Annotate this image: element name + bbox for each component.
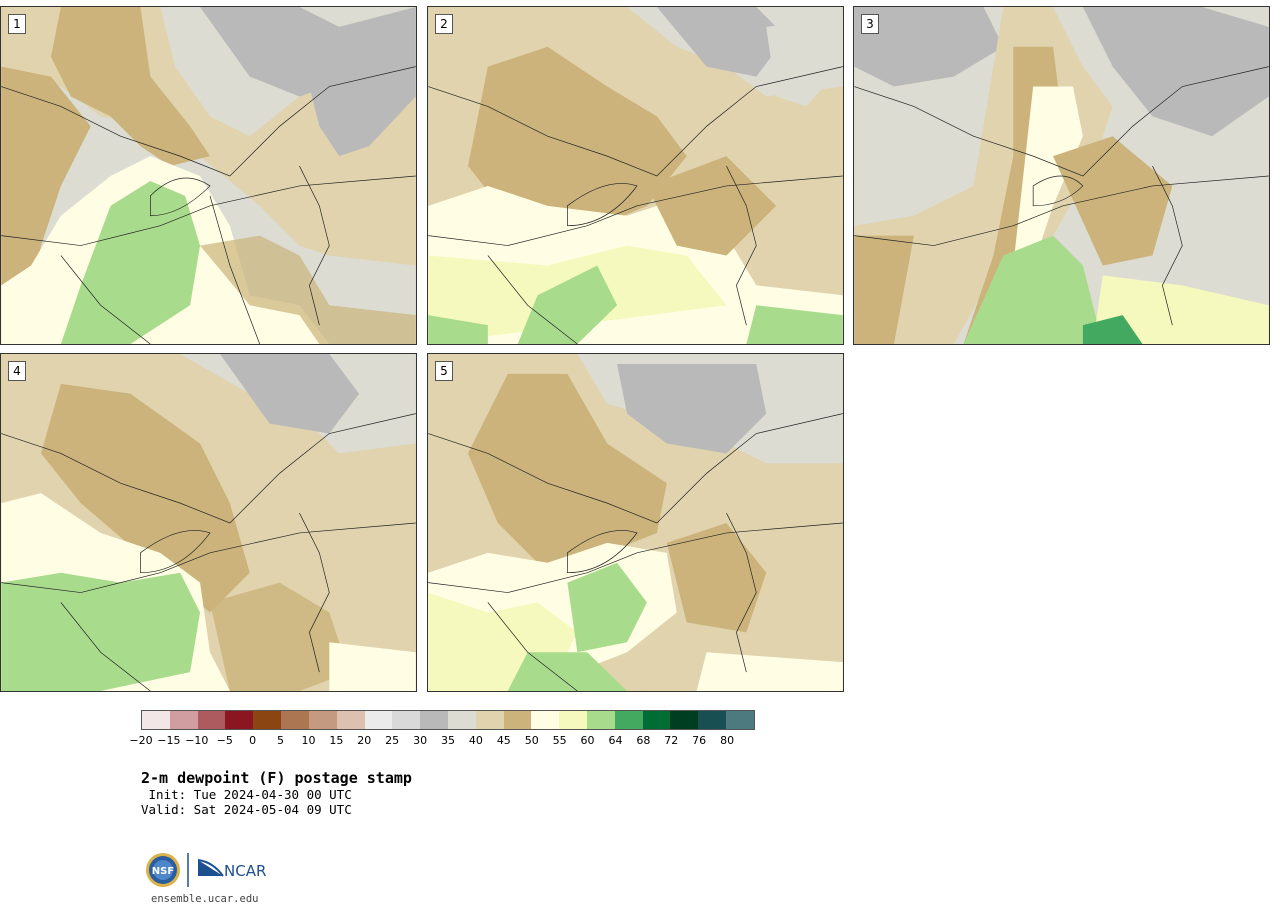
- colorbar-swatch: [392, 711, 421, 729]
- colorbar-tick-label: 5: [277, 734, 285, 747]
- nsf-logo-text: NSF: [152, 866, 174, 877]
- valid-time: Valid: Sat 2024-05-04 09 UTC: [141, 802, 352, 817]
- colorbar-ticks: −20 −15 −10 −5 0 5 10 15 20 25 30 35 40 45 50 55 60 64 68 7…: [129, 734, 755, 748]
- colorbar-swatch: [142, 711, 170, 729]
- map-panel-5: 5: [427, 353, 844, 692]
- map-panel-2: 2: [427, 6, 844, 345]
- colorbar-swatch: [614, 711, 643, 729]
- colorbar-tick-label: −10: [185, 734, 209, 747]
- dewpoint-map: [428, 354, 843, 691]
- colorbar-swatch: [642, 711, 671, 729]
- colorbar-swatch: [281, 711, 309, 729]
- dewpoint-map: [854, 7, 1269, 344]
- colorbar-swatch: [197, 711, 226, 729]
- map-panel-4: 4: [0, 353, 417, 692]
- map-panel-1: 1: [0, 6, 417, 345]
- colorbar-tick-label: 0: [249, 734, 257, 747]
- colorbar-swatch: [253, 711, 282, 729]
- init-time: Init: Tue 2024-04-30 00 UTC: [141, 787, 352, 802]
- colorbar-tick-label: 20: [357, 734, 372, 747]
- nsf-logo-icon: NSF: [146, 853, 180, 887]
- colorbar-swatch: [698, 711, 727, 729]
- colorbar-tick-label: 30: [413, 734, 428, 747]
- colorbar-swatch: [503, 711, 532, 729]
- colorbar-tick-label: 10: [301, 734, 316, 747]
- panel-number: 2: [435, 14, 453, 34]
- panel-number: 4: [8, 361, 26, 381]
- colorbar-swatch: [726, 711, 754, 729]
- colorbar-swatch: [420, 711, 448, 729]
- colorbar-tick-label: 72: [664, 734, 679, 747]
- colorbar-tick-label: 15: [329, 734, 344, 747]
- panel-number: 1: [8, 14, 26, 34]
- nsf-ncar-logo: NSF NCAR: [145, 850, 275, 890]
- dewpoint-map: [1, 354, 416, 691]
- colorbar: [141, 710, 755, 730]
- colorbar-tick-label: 68: [636, 734, 651, 747]
- dewpoint-map: [428, 7, 843, 344]
- colorbar-tick-label: −20: [129, 734, 153, 747]
- ncar-logo-icon: NCAR: [197, 859, 266, 880]
- source-url: ensemble.ucar.edu: [151, 893, 259, 905]
- colorbar-swatch: [670, 711, 699, 729]
- colorbar-swatch: [559, 711, 587, 729]
- ncar-logo-text: NCAR: [224, 862, 266, 880]
- colorbar-swatch: [169, 711, 198, 729]
- colorbar-tick-label: 35: [441, 734, 455, 747]
- colorbar-tick-label: 50: [524, 734, 539, 747]
- colorbar-swatch: [531, 711, 560, 729]
- colorbar-tick-label: 40: [468, 734, 483, 747]
- colorbar-tick-label: 64: [608, 734, 623, 747]
- dewpoint-map: [1, 7, 416, 344]
- colorbar-swatch: [475, 711, 504, 729]
- colorbar-tick-label: −5: [216, 734, 233, 747]
- colorbar-tick-label: 60: [580, 734, 595, 747]
- colorbar-tick-label: −15: [157, 734, 181, 747]
- colorbar-tick-label: 80: [720, 734, 735, 747]
- plot-title: 2-m dewpoint (F) postage stamp: [141, 769, 412, 787]
- colorbar-tick-label: 25: [385, 734, 400, 747]
- colorbar-swatch: [447, 711, 476, 729]
- colorbar-tick-label: 45: [496, 734, 511, 747]
- panel-number: 5: [435, 361, 453, 381]
- colorbar-swatch: [336, 711, 365, 729]
- panel-number: 3: [861, 14, 879, 34]
- colorbar-tick-label: 55: [552, 734, 567, 747]
- colorbar-swatch: [225, 711, 254, 729]
- colorbar-swatch: [308, 711, 337, 729]
- colorbar-swatch: [364, 711, 393, 729]
- colorbar-swatch: [587, 711, 615, 729]
- map-panel-3: 3: [853, 6, 1270, 345]
- colorbar-tick-label: 76: [692, 734, 707, 747]
